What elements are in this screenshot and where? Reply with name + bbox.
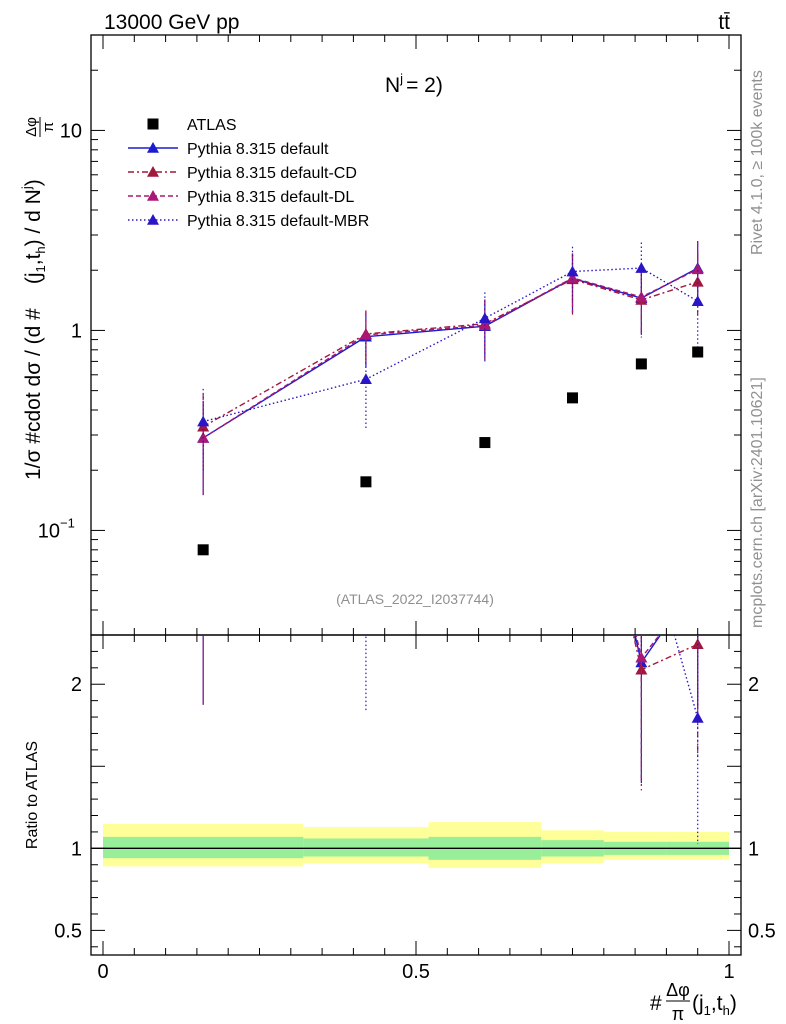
ratio-marker [692, 575, 704, 586]
legend-label: Pythia 8.315 default [187, 141, 329, 158]
legend-marker [147, 190, 159, 201]
x-tick-label: 1 [723, 961, 734, 983]
series-marker [691, 263, 704, 275]
ratio-marker [197, 288, 209, 299]
ratio-line [634, 635, 662, 665]
mcplots-label: mcplots.cern.ch [arXiv:2401.10621] [749, 377, 766, 628]
legend-label: Pythia 8.315 default-CD [187, 165, 357, 182]
y-tick-label-ratio: 2 [71, 674, 82, 696]
y-tick-label-main: 10 [38, 520, 60, 542]
ratio-marker [692, 581, 704, 592]
y-tick-label-ratio-right: 0.5 [748, 920, 776, 942]
series-marker [197, 415, 210, 427]
series-marker [566, 271, 579, 283]
y-tick-label-exponent: −1 [60, 515, 75, 530]
y-tick-label-ratio: 1 [71, 838, 82, 860]
ratio-marker [635, 651, 648, 663]
series-marker [359, 328, 372, 340]
legend-marker [147, 142, 159, 153]
data-point [479, 437, 491, 449]
svg-text:Δφ: Δφ [23, 117, 40, 137]
ratio-marker [479, 362, 491, 373]
process-label: tt̄ [718, 11, 730, 34]
ratio-marker [567, 357, 579, 368]
series-marker [691, 295, 704, 306]
svg-text:Δφ: Δφ [666, 980, 690, 1000]
legend-marker [147, 214, 159, 225]
svg-text:1/σ #cdot dσ / (d #(j1,th) / d: 1/σ #cdot dσ / (d #(j1,th) / d Nj) [19, 179, 48, 480]
svg-text:#: # [650, 992, 662, 1015]
ratio-marker [360, 116, 372, 127]
rivet-label: Rivet 4.1.0, ≥ 100k events [749, 70, 766, 255]
series-line [202, 267, 699, 423]
y-tick-label-ratio-right: 1 [748, 838, 759, 860]
series-line [202, 268, 699, 439]
y-tick-label-main: 1 [71, 320, 82, 342]
y-axis-title-ratio: Ratio to ATLAS [24, 741, 41, 849]
legend-label: Pythia 8.315 default-DL [187, 189, 354, 206]
chart-title: Nj = 2) [385, 71, 443, 97]
data-point [692, 346, 704, 358]
svg-text:π: π [672, 1004, 684, 1024]
ratio-marker [360, 134, 372, 145]
data-point [567, 392, 578, 404]
ratio-marker [691, 711, 704, 723]
series-marker [691, 275, 704, 287]
series-line [202, 278, 698, 428]
y-axis-title-main: 1/σ #cdot dσ / (d #(j1,th) / d Nj) [19, 179, 48, 480]
ratio-marker [360, 106, 372, 117]
ratio-marker [635, 512, 647, 523]
legend-marker-data [147, 118, 159, 130]
x-axis-title: # Δφ π (j1,th) [650, 980, 737, 1024]
series-marker [635, 262, 648, 273]
ratio-frame [90, 634, 742, 956]
analysis-tag: (ATLAS_2022_I2037744) [336, 591, 494, 607]
y-tick-label-main: 10 [60, 120, 82, 142]
series-marker [566, 265, 579, 277]
series-marker [635, 290, 648, 302]
series-marker [359, 373, 372, 385]
main-series-group [197, 240, 704, 496]
ratio-line [673, 635, 699, 719]
energy-label: 13000 GeV pp [104, 11, 239, 34]
ratio-line [635, 635, 661, 660]
legend-label: Pythia 8.315 default-MBR [187, 213, 369, 230]
legend: ATLAS Pythia 8.315 default Pythia 8.315 de… [128, 117, 369, 230]
data-point [197, 544, 209, 556]
ratio-stat-band [103, 836, 304, 859]
data-point [635, 358, 647, 370]
ratio-marker [567, 354, 579, 365]
ratio-series-group [197, 106, 704, 845]
ratio-stat-band [303, 838, 429, 857]
svg-text:π: π [40, 122, 57, 132]
x-tick-label: 0.5 [402, 961, 430, 983]
data-point [360, 476, 372, 488]
x-tick-label: 0 [97, 961, 108, 983]
series-line [202, 267, 699, 439]
y-tick-label-ratio: 0.5 [54, 920, 82, 942]
ratio-marker [197, 330, 209, 341]
svg-text:(j1,th): (j1,th) [692, 992, 737, 1018]
ratio-marker [479, 380, 491, 391]
series-marker [478, 312, 491, 324]
ratio-marker [479, 374, 491, 385]
legend-marker [147, 166, 159, 177]
ratio-marker [691, 638, 704, 650]
y-tick-label-ratio-right: 2 [748, 674, 759, 696]
y-axis-title-fraction: Δφ π [23, 117, 57, 137]
ratio-marker [567, 364, 579, 375]
legend-label: ATLAS [187, 117, 237, 134]
